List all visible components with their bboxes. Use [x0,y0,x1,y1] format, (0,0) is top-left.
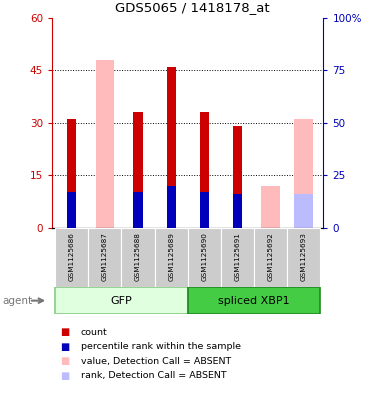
Bar [55,228,89,287]
Bar [199,112,209,228]
Bar [133,112,143,228]
Bar [96,60,114,228]
Bar [166,186,176,228]
Bar [89,228,122,287]
Bar [122,228,155,287]
Bar [67,192,77,228]
Text: GSM1125689: GSM1125689 [168,232,174,281]
Bar [261,186,280,228]
Text: GSM1125693: GSM1125693 [301,232,306,281]
Bar [133,192,143,228]
Bar [221,228,254,287]
Bar [155,228,188,287]
Bar [55,287,188,314]
Bar [67,119,77,228]
Text: ■: ■ [60,356,69,366]
Text: GDS5065 / 1418178_at: GDS5065 / 1418178_at [115,1,270,14]
Bar [287,228,320,287]
Bar [233,126,242,228]
Bar [295,194,313,228]
Bar [254,228,287,287]
Bar [188,228,221,287]
Text: GSM1125691: GSM1125691 [234,232,240,281]
Bar [199,192,209,228]
Text: agent: agent [2,296,32,306]
Bar [295,119,313,228]
Bar [166,67,176,228]
Text: rank, Detection Call = ABSENT: rank, Detection Call = ABSENT [81,371,226,380]
Text: ■: ■ [60,342,69,352]
Text: ■: ■ [60,371,69,381]
Text: GSM1125688: GSM1125688 [135,232,141,281]
Text: GSM1125687: GSM1125687 [102,232,108,281]
Bar [233,194,242,228]
Text: count: count [81,328,107,336]
Text: GSM1125690: GSM1125690 [201,232,207,281]
Text: percentile rank within the sample: percentile rank within the sample [81,342,241,351]
Text: spliced XBP1: spliced XBP1 [218,296,290,306]
Text: GSM1125686: GSM1125686 [69,232,75,281]
Text: GSM1125692: GSM1125692 [268,232,273,281]
Text: GFP: GFP [110,296,132,306]
Bar [188,287,320,314]
Text: ■: ■ [60,327,69,337]
Text: value, Detection Call = ABSENT: value, Detection Call = ABSENT [81,357,231,365]
